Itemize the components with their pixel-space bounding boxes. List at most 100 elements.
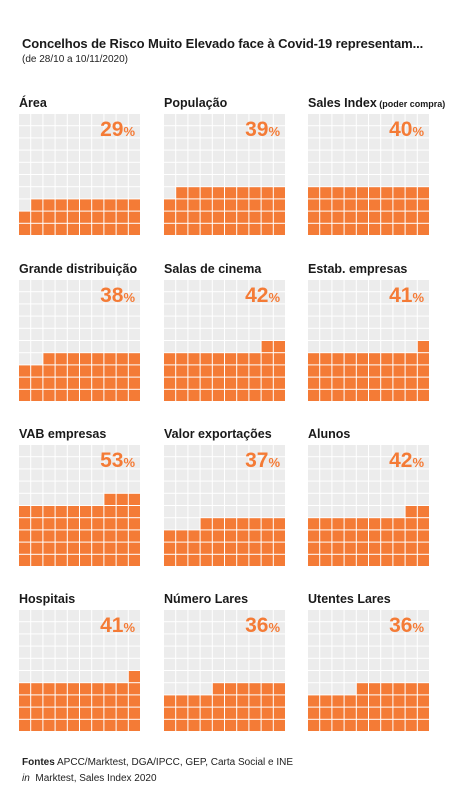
waffle-cell-filled [225, 365, 237, 377]
waffle-cell-empty [164, 671, 176, 683]
waffle-cell-filled [55, 199, 67, 211]
waffle-cell-filled [356, 365, 368, 377]
waffle-cell-empty [128, 481, 140, 493]
waffle-cell-empty [261, 445, 273, 457]
waffle-cell-filled [344, 365, 356, 377]
waffle-cell-filled [332, 719, 344, 731]
waffle-cell-empty [249, 671, 261, 683]
waffle-cell-empty [273, 457, 285, 469]
waffle-cell-filled [369, 365, 381, 377]
waffle-cell-empty [212, 671, 224, 683]
waffle-cell-empty [188, 150, 200, 162]
waffle-cell-empty [164, 445, 176, 457]
waffle-cell-filled [128, 554, 140, 566]
waffle-cell-filled [55, 211, 67, 223]
waffle-cell-empty [249, 292, 261, 304]
waffle-cell-empty [67, 469, 79, 481]
waffle-cell-filled [212, 365, 224, 377]
waffle-cell-filled [43, 389, 55, 401]
waffle-cell-filled [67, 211, 79, 223]
waffle-cell-empty [344, 162, 356, 174]
waffle-cell-empty [116, 126, 128, 138]
waffle-cell-filled [188, 554, 200, 566]
waffle-cell-filled [308, 695, 320, 707]
waffle-cell-empty [92, 292, 104, 304]
waffle-cell-filled [393, 518, 405, 530]
waffle-cell-empty [116, 658, 128, 670]
waffle-cell-empty [212, 493, 224, 505]
waffle-cell-empty [405, 671, 417, 683]
waffle-cell-empty [308, 493, 320, 505]
waffle-cell-empty [308, 304, 320, 316]
waffle-cell-empty [19, 162, 31, 174]
waffle-cell-empty [344, 138, 356, 150]
waffle-cell-empty [308, 646, 320, 658]
waffle-cell-empty [67, 481, 79, 493]
waffle-cell-empty [320, 114, 332, 126]
waffle-panel: Sales Index (poder compra) 40% [308, 96, 445, 238]
waffle-cell-filled [80, 695, 92, 707]
waffle-cell-empty [332, 445, 344, 457]
waffle-cell-filled [417, 707, 429, 719]
waffle-cell-empty [116, 341, 128, 353]
waffle-cell-empty [67, 187, 79, 199]
waffle-cell-empty [188, 469, 200, 481]
waffle-cell-empty [308, 481, 320, 493]
waffle-cell-filled [55, 719, 67, 731]
waffle-cell-empty [43, 622, 55, 634]
waffle-cell-filled [200, 353, 212, 365]
waffle-cell-filled [128, 353, 140, 365]
waffle-cell-filled [417, 683, 429, 695]
waffle-cell-empty [67, 304, 79, 316]
waffle-cell-filled [344, 187, 356, 199]
waffle-cell-empty [31, 457, 43, 469]
panel-percent: 41% [364, 284, 424, 308]
waffle-cell-empty [237, 280, 249, 292]
waffle-cell-empty [273, 126, 285, 138]
waffle-cell-empty [104, 622, 116, 634]
waffle-cell-empty [128, 187, 140, 199]
waffle-cell-filled [212, 554, 224, 566]
panel-percent-value: 36 [389, 614, 413, 637]
waffle-cell-empty [67, 646, 79, 658]
waffle-cell-filled [80, 211, 92, 223]
waffle-cell-filled [356, 211, 368, 223]
waffle-cell-filled [225, 389, 237, 401]
waffle-cell-empty [80, 671, 92, 683]
waffle-cell-empty [128, 126, 140, 138]
waffle-cell-empty [188, 162, 200, 174]
waffle-cell-filled [55, 365, 67, 377]
panel-percent-value: 40 [389, 118, 413, 141]
waffle-cell-filled [237, 707, 249, 719]
waffle-cell-empty [417, 126, 429, 138]
waffle-cell-empty [31, 292, 43, 304]
waffle-cell-empty [417, 622, 429, 634]
waffle-cell-filled [200, 377, 212, 389]
panel-label-text: População [164, 96, 228, 110]
panel-percent-sign: % [268, 620, 280, 635]
waffle-cell-empty [261, 175, 273, 187]
chart-subtitle: (de 28/10 a 10/11/2020) [22, 54, 129, 65]
waffle-cell-empty [417, 114, 429, 126]
waffle-cell-empty [128, 658, 140, 670]
waffle-cell-filled [273, 707, 285, 719]
waffle-cell-filled [19, 518, 31, 530]
waffle-cell-filled [225, 707, 237, 719]
waffle-cell-empty [80, 114, 92, 126]
waffle-cell-filled [261, 707, 273, 719]
waffle-cell-filled [417, 719, 429, 731]
waffle-cell-empty [273, 138, 285, 150]
waffle-cell-empty [176, 114, 188, 126]
waffle-cell-filled [128, 707, 140, 719]
waffle-cell-empty [128, 610, 140, 622]
waffle-cell-empty [393, 304, 405, 316]
waffle-cell-filled [369, 199, 381, 211]
waffle-cell-empty [225, 481, 237, 493]
waffle-cell-empty [19, 353, 31, 365]
waffle-cell-empty [19, 328, 31, 340]
waffle-cell-filled [261, 554, 273, 566]
waffle-cell-empty [80, 150, 92, 162]
waffle-cell-empty [369, 469, 381, 481]
waffle-cell-filled [308, 530, 320, 542]
waffle-cell-filled [212, 542, 224, 554]
